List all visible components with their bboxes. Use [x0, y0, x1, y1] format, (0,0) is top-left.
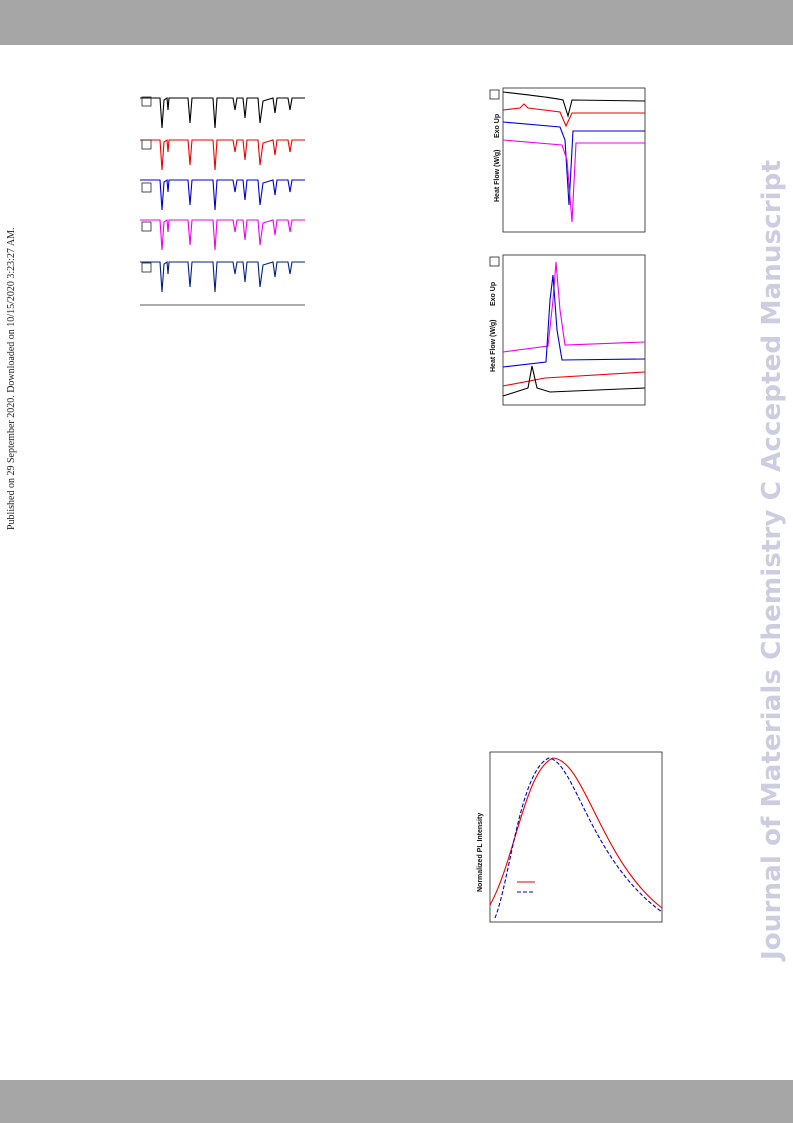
- exo-label: Exo Up: [494, 114, 501, 138]
- exo-label: Exo Up: [490, 282, 497, 306]
- footer-bar: [0, 1080, 793, 1123]
- y-axis-label: Normalized PL Intensity: [477, 813, 484, 892]
- published-note: Published on 29 September 2020. Download…: [6, 228, 17, 531]
- y-axis-label: Heat Flow (W/g): [490, 320, 497, 373]
- header-bar: [0, 0, 793, 45]
- pl-figure: Normalized PL Intensity: [477, 751, 663, 923]
- dsc-heating-figure: Heat Flow (W/g) Exo Up: [489, 87, 646, 233]
- ir-figure: [139, 96, 306, 306]
- y-axis-label: Heat Flow (W/g): [494, 150, 501, 203]
- dsc-cooling-figure: Heat Flow (W/g) Exo Up: [489, 254, 646, 406]
- watermark: Journal of Materials Chemistry C Accepte…: [757, 160, 787, 962]
